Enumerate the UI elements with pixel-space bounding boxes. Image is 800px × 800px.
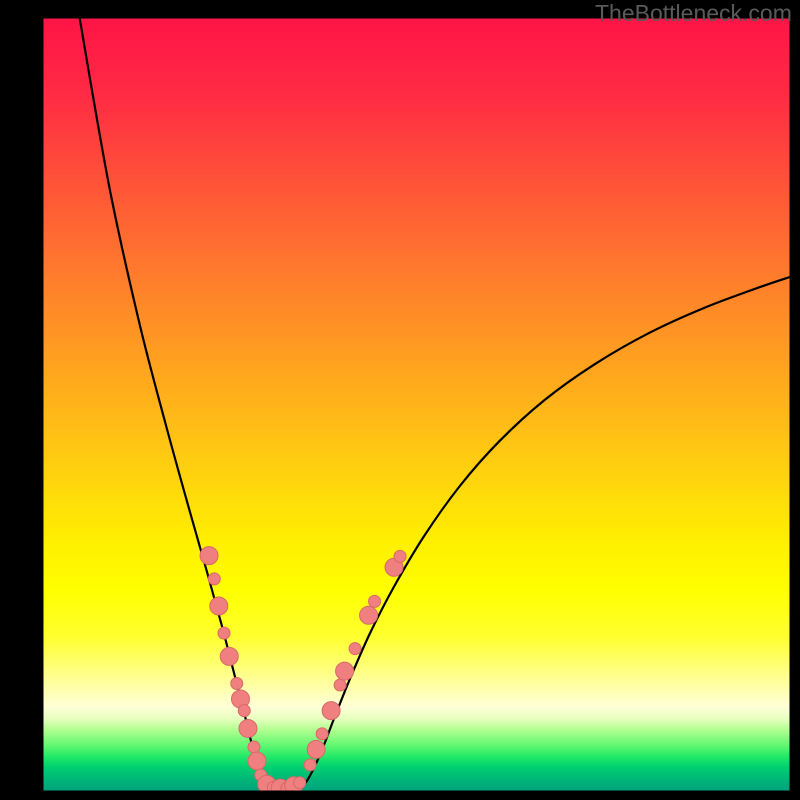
- watermark-text: TheBottleneck.com: [595, 0, 792, 27]
- bottleneck-chart: [42, 17, 791, 792]
- chart-stage: TheBottleneck.com: [0, 0, 800, 800]
- chart-canvas: [42, 17, 791, 792]
